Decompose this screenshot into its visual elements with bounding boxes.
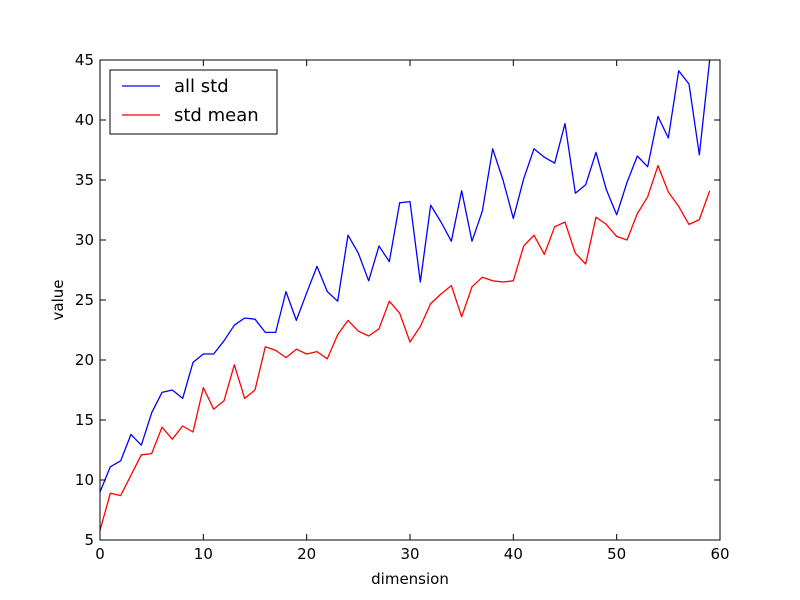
x-tick-label: 10 <box>194 545 213 563</box>
series-line-std-mean <box>99 164 711 531</box>
y-tick-label: 45 <box>75 51 94 69</box>
x-tick-label: 40 <box>504 545 523 563</box>
plot-frame <box>99 59 721 541</box>
legend: all std std mean <box>109 69 278 135</box>
y-tick-label: 10 <box>75 471 94 489</box>
series-line-all-std <box>99 59 711 493</box>
ticks-layer: 0 10 20 30 40 50 60 5 10 15 20 25 30 35 40 45 <box>75 51 730 563</box>
legend-frame <box>109 69 278 135</box>
y-tick-label: 20 <box>75 351 94 369</box>
y-tick-label: 15 <box>75 411 94 429</box>
x-tick-label: 30 <box>400 545 419 563</box>
y-tick-label: 25 <box>75 291 94 309</box>
x-axis-title: dimension <box>371 570 449 588</box>
y-tick-label: 40 <box>75 111 94 129</box>
legend-label-all-std: all std <box>174 76 229 97</box>
plot-area <box>100 60 720 540</box>
y-tick-label: 30 <box>75 231 94 249</box>
y-tick-label: 5 <box>84 531 94 549</box>
y-tick-label: 35 <box>75 171 94 189</box>
x-tick-label: 0 <box>95 545 105 563</box>
x-tick-label: 60 <box>710 545 729 563</box>
x-tick-label: 50 <box>607 545 626 563</box>
y-axis-title: value <box>49 280 67 321</box>
x-tick-label: 20 <box>297 545 316 563</box>
series-layer <box>99 59 711 531</box>
legend-label-std-mean: std mean <box>174 105 259 126</box>
